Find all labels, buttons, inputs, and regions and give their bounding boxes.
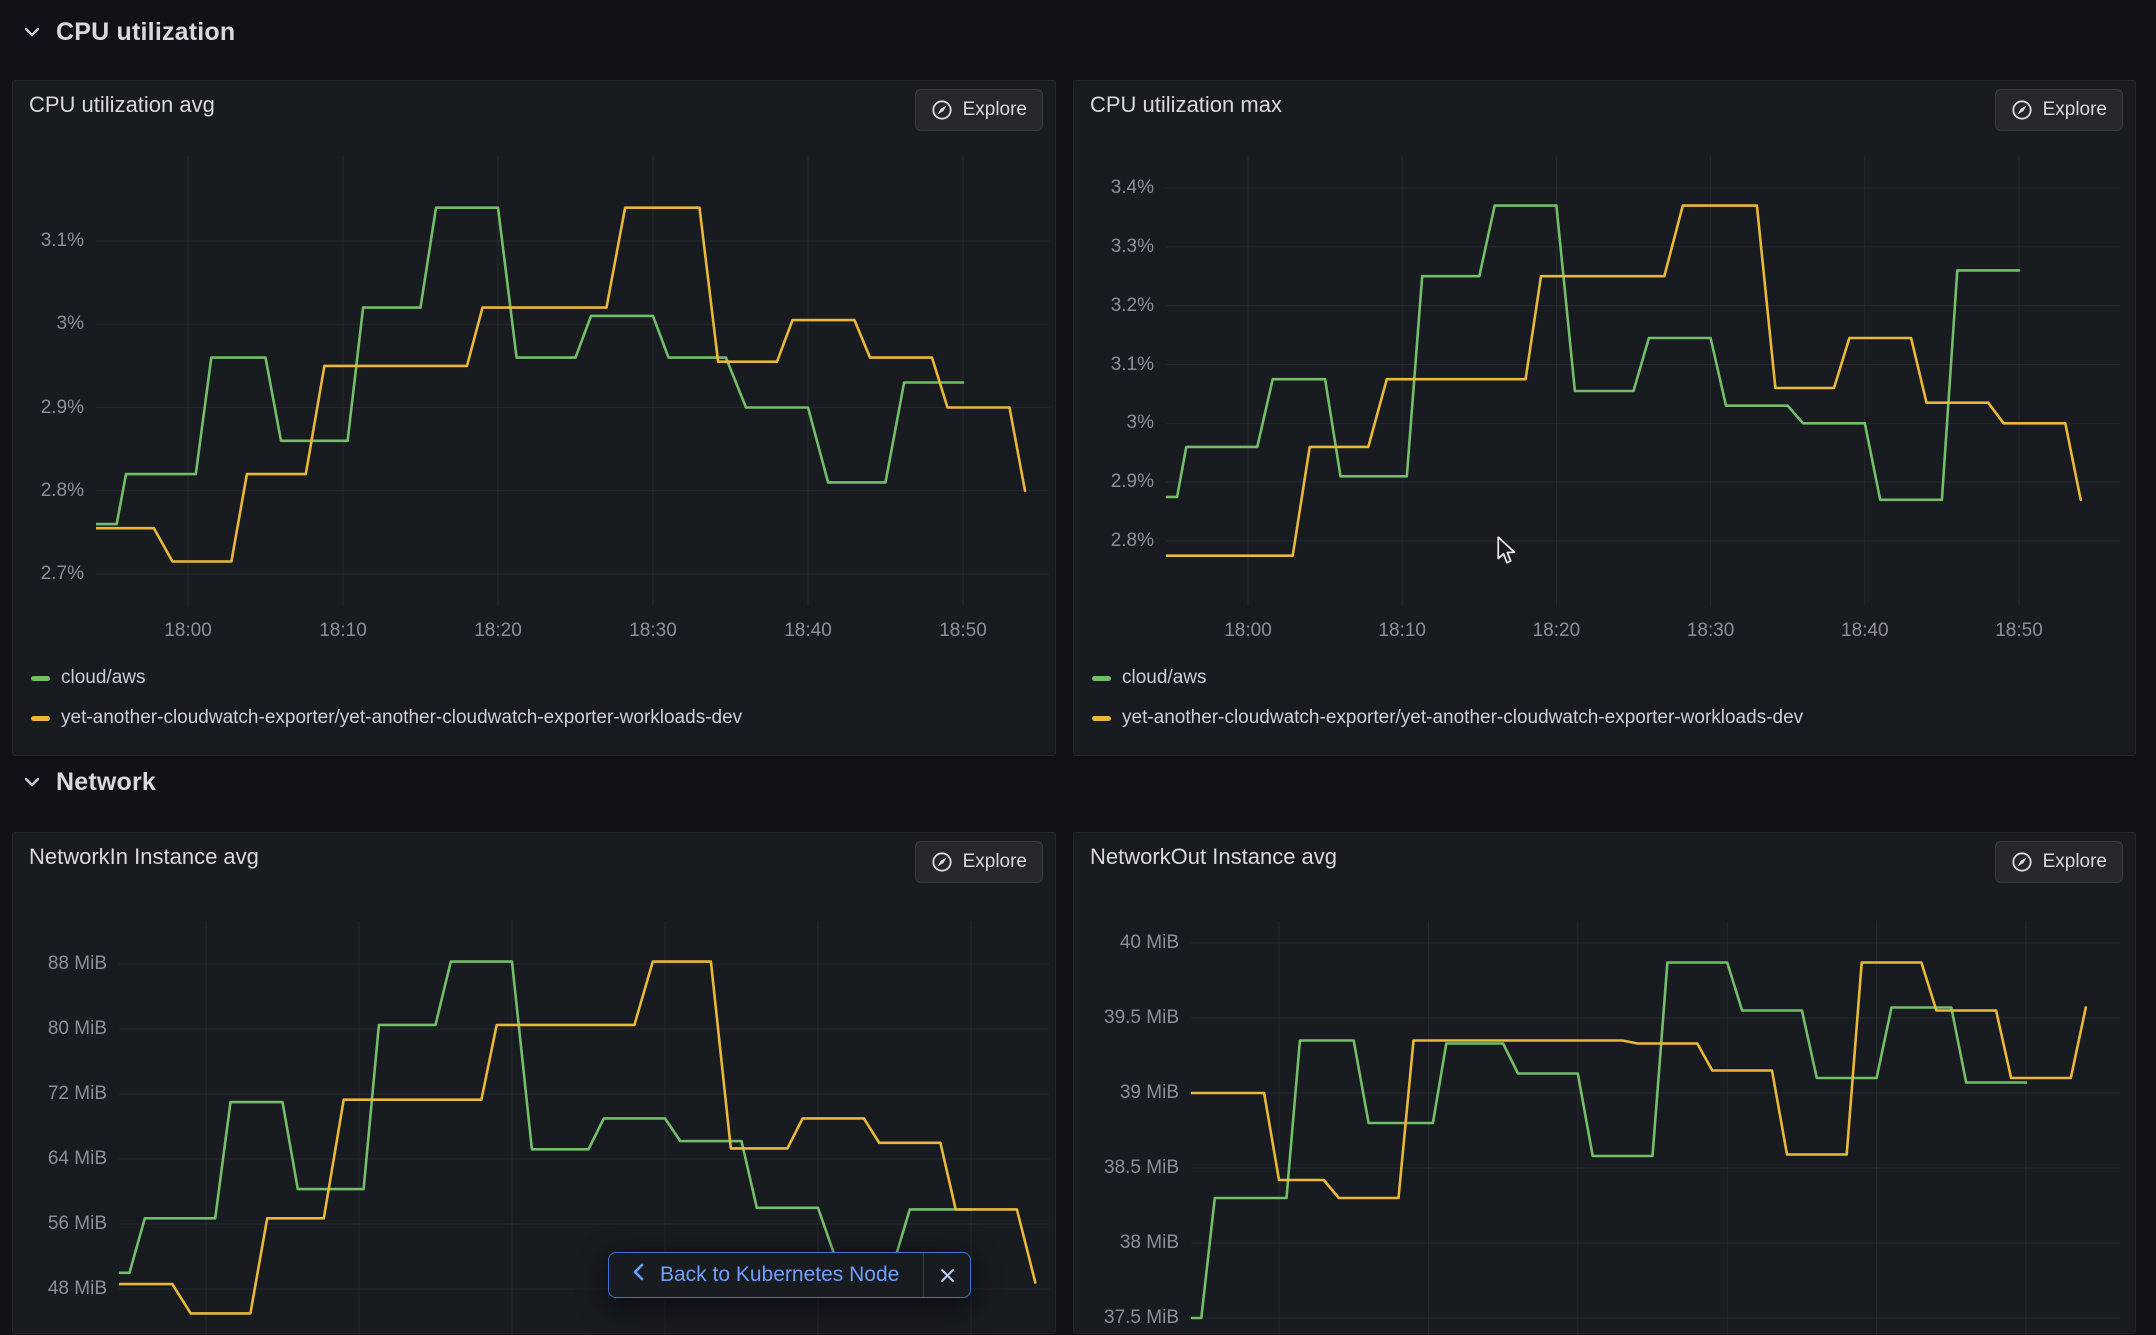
panel-cpu-utilization-max: CPU utilization max Explore 3.4% 3.3% 3.2%… xyxy=(1073,80,2136,756)
y-axis-tick-label: 38 MiB xyxy=(1119,1232,1179,1253)
x-axis-tick-label: 18:20 xyxy=(1532,620,1581,641)
y-axis-tick-label: 38.5 MiB xyxy=(1104,1157,1179,1178)
chart-plot-area[interactable] xyxy=(1191,921,2120,1335)
legend-series-swatch xyxy=(1092,715,1111,721)
back-to-kubernetes-node-button[interactable]: Back to Kubernetes Node xyxy=(608,1252,972,1298)
panel-networkout-instance-avg: NetworkOut Instance avg Explore 40 MiB 39… xyxy=(1073,832,2136,1335)
series-line-cloudwatch-exporter xyxy=(1191,961,2088,1200)
x-axis-tick-label: 18:20 xyxy=(474,620,522,641)
compass-icon xyxy=(2011,851,2033,873)
x-axis-tick-label: 18:00 xyxy=(164,620,212,641)
y-axis-tick-label: 80 MiB xyxy=(47,1018,107,1039)
explore-button[interactable]: Explore xyxy=(1994,89,2123,131)
y-axis-tick-label: 3% xyxy=(1126,412,1154,434)
x-axis-tick-label: 18:10 xyxy=(319,620,367,641)
explore-label: Explore xyxy=(2042,851,2107,872)
y-axis-tick-label: 64 MiB xyxy=(47,1148,107,1169)
panel-title[interactable]: CPU utilization avg xyxy=(29,92,215,117)
x-axis-tick-label: 18:30 xyxy=(1686,620,1735,641)
x-axis-tick-label: 18:50 xyxy=(939,620,987,641)
x-axis-tick-label: 18:40 xyxy=(1841,620,1889,641)
y-axis-tick-label: 2.7% xyxy=(40,563,84,584)
panel-title[interactable]: NetworkOut Instance avg xyxy=(1090,844,1338,869)
legend-series-swatch xyxy=(31,715,50,721)
chart-legend: cloud/aws yet-another-cloudwatch-exporter… xyxy=(31,667,742,729)
x-axis-tick-label: 18:00 xyxy=(1224,620,1272,641)
y-axis-tick-label: 56 MiB xyxy=(47,1213,107,1234)
section-title[interactable]: Network xyxy=(56,767,157,796)
explore-button[interactable]: Explore xyxy=(1994,841,2123,883)
explore-label: Explore xyxy=(962,851,1027,872)
chevron-down-icon[interactable] xyxy=(24,774,40,790)
legend-series-label: cloud/aws xyxy=(1122,667,1207,688)
back-button-main[interactable]: Back to Kubernetes Node xyxy=(609,1253,923,1297)
legend-item[interactable]: cloud/aws xyxy=(1092,667,1803,689)
series-line-cloud-aws xyxy=(119,960,973,1275)
y-axis-tick-label: 40 MiB xyxy=(1119,932,1179,953)
y-axis-tick-label: 3.2% xyxy=(1110,294,1154,316)
panel-title[interactable]: NetworkIn Instance avg xyxy=(29,844,259,869)
x-axis-tick-label: 18:40 xyxy=(784,620,832,641)
chart-plot-area[interactable] xyxy=(1166,156,2120,606)
series-line-cloudwatch-exporter xyxy=(119,960,1037,1315)
y-axis-tick-label: 2.9% xyxy=(40,396,84,418)
panel-title[interactable]: CPU utilization max xyxy=(1090,92,1282,117)
y-axis-tick-label: 37.5 MiB xyxy=(1104,1307,1179,1328)
y-axis-tick-label: 48 MiB xyxy=(47,1278,107,1299)
series-line-cloud-aws xyxy=(1191,961,2028,1320)
y-axis-tick-label: 39 MiB xyxy=(1119,1082,1179,1103)
y-axis-tick-label: 39.5 MiB xyxy=(1104,1007,1179,1028)
x-axis-tick-label: 18:30 xyxy=(629,620,677,641)
y-axis-tick-label: 3.3% xyxy=(1110,235,1154,257)
legend-series-label: cloud/aws xyxy=(61,667,146,688)
chevron-down-icon[interactable] xyxy=(24,24,40,40)
section-header-network[interactable]: Network xyxy=(24,760,156,804)
y-axis-tick-label: 2.8% xyxy=(1110,530,1154,551)
series-line-cloudwatch-exporter xyxy=(1166,204,2083,558)
explore-button[interactable]: Explore xyxy=(914,89,1043,131)
chart-plot-area[interactable] xyxy=(119,921,1049,1335)
series-line-cloud-aws xyxy=(96,206,965,526)
legend-series-swatch xyxy=(31,675,50,681)
y-axis-tick-label: 72 MiB xyxy=(47,1083,107,1104)
y-axis-tick-label: 3% xyxy=(56,313,84,335)
legend-item[interactable]: cloud/aws xyxy=(31,667,742,689)
y-axis-tick-label: 2.8% xyxy=(40,479,84,501)
y-axis-tick-label: 3.4% xyxy=(1110,177,1154,198)
section-title[interactable]: CPU utilization xyxy=(56,17,236,46)
y-axis-tick-label: 3.1% xyxy=(1110,353,1154,375)
compass-icon xyxy=(931,99,953,121)
close-icon[interactable] xyxy=(923,1253,970,1297)
legend-item[interactable]: yet-another-cloudwatch-exporter/yet-anot… xyxy=(1092,707,1803,729)
compass-icon xyxy=(2011,99,2033,121)
legend-series-label: yet-another-cloudwatch-exporter/yet-anot… xyxy=(1122,707,1804,728)
panel-cpu-utilization-avg: CPU utilization avg Explore 3.1% 3% 2.9% 2.… xyxy=(12,80,1056,756)
legend-series-label: yet-another-cloudwatch-exporter/yet-anot… xyxy=(61,707,743,728)
y-axis-tick-label: 2.9% xyxy=(1110,471,1154,493)
compass-icon xyxy=(931,851,953,873)
chart-plot-area[interactable] xyxy=(96,156,1049,606)
explore-label: Explore xyxy=(962,99,1027,120)
legend-series-swatch xyxy=(1092,675,1111,681)
back-button-label: Back to Kubernetes Node xyxy=(660,1263,900,1286)
legend-item[interactable]: yet-another-cloudwatch-exporter/yet-anot… xyxy=(31,707,742,729)
x-axis-tick-label: 18:50 xyxy=(1995,620,2043,641)
explore-label: Explore xyxy=(2042,99,2107,120)
chart-legend: cloud/aws yet-another-cloudwatch-exporter… xyxy=(1092,667,1803,729)
y-axis-tick-label: 3.1% xyxy=(40,230,84,251)
series-line-cloudwatch-exporter xyxy=(96,206,1027,563)
chevron-left-icon xyxy=(633,1263,644,1287)
x-axis-tick-label: 18:10 xyxy=(1378,620,1426,641)
explore-button[interactable]: Explore xyxy=(914,841,1043,883)
y-axis-tick-label: 88 MiB xyxy=(47,953,107,974)
section-header-cpu-utilization[interactable]: CPU utilization xyxy=(24,10,235,54)
series-line-cloud-aws xyxy=(1166,204,2021,502)
panel-networkin-instance-avg: NetworkIn Instance avg Explore 88 MiB 80 … xyxy=(12,832,1056,1335)
